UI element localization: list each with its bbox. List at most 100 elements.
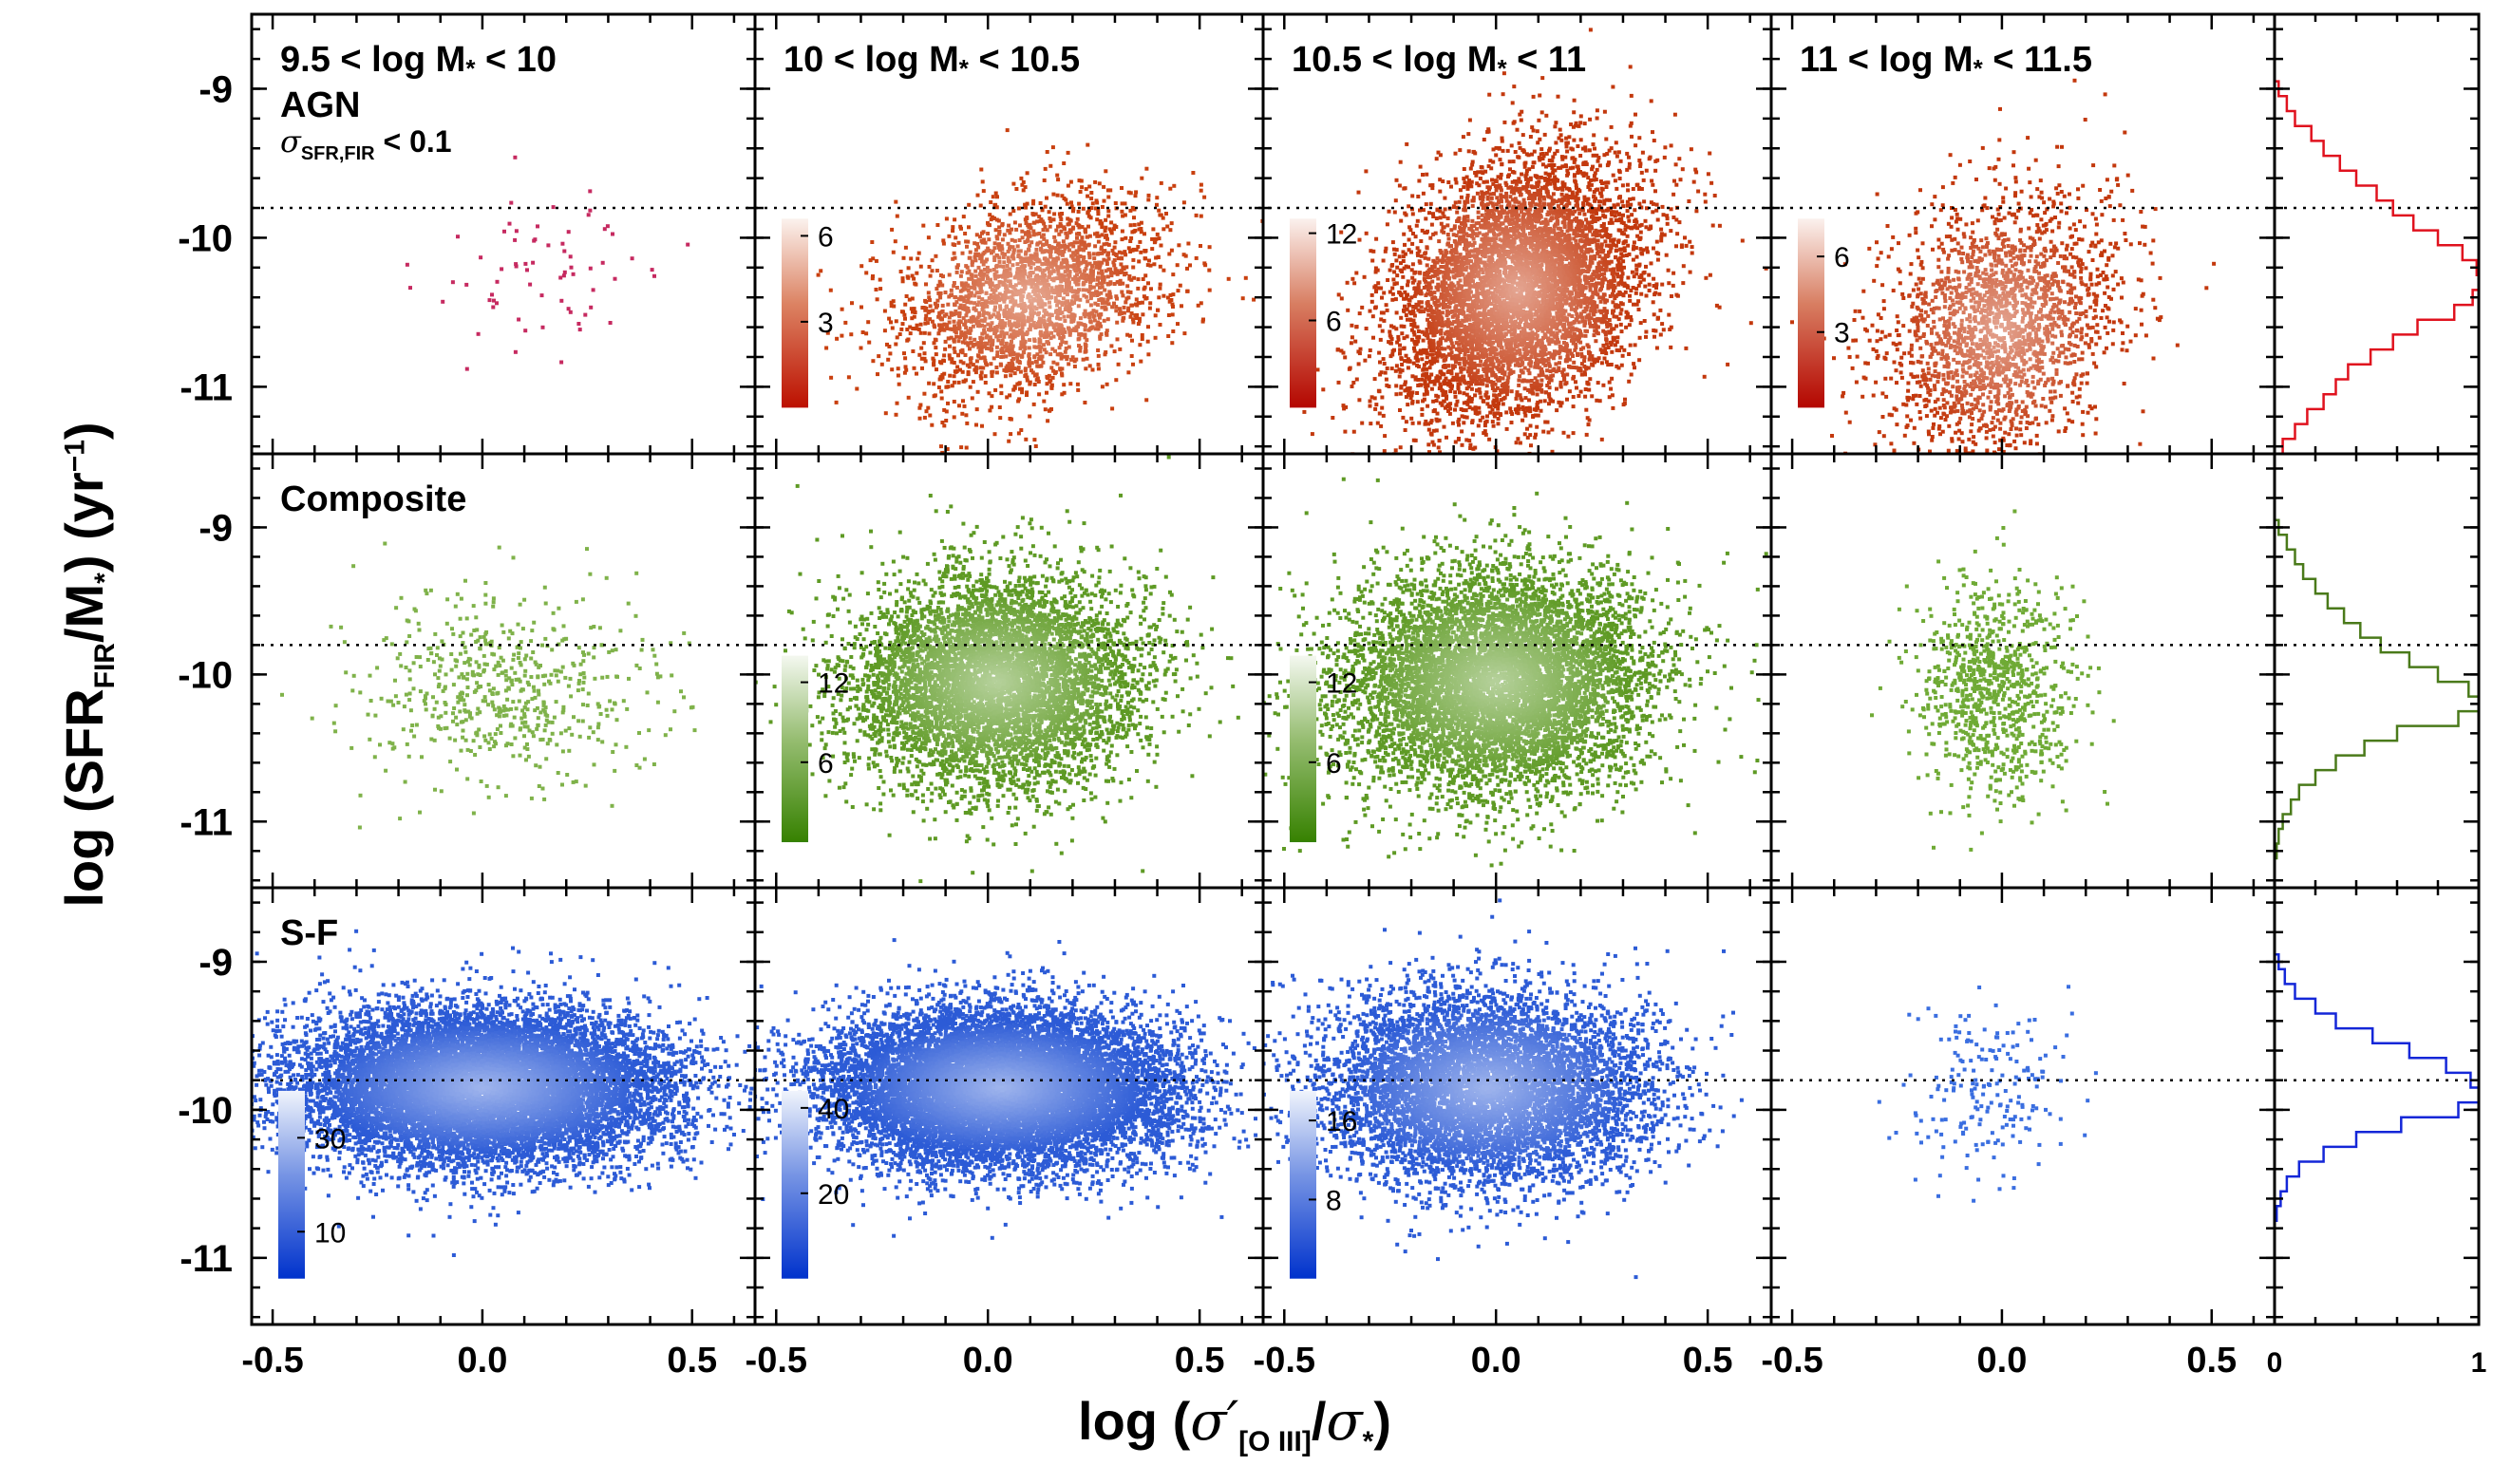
- data-point: [932, 323, 936, 328]
- data-point: [1053, 295, 1058, 300]
- data-point: [500, 267, 504, 272]
- data-point: [1035, 293, 1040, 298]
- data-point: [1533, 185, 1538, 190]
- data-point: [1494, 215, 1499, 219]
- data-point: [1097, 181, 1102, 186]
- data-point: [1028, 298, 1032, 303]
- data-point: [956, 339, 961, 344]
- data-point: [1023, 185, 1028, 190]
- data-point: [976, 252, 981, 256]
- data-point: [1008, 368, 1012, 373]
- data-point: [886, 357, 891, 362]
- data-point: [1097, 260, 1102, 265]
- data-point: [949, 288, 954, 292]
- data-point: [608, 321, 613, 325]
- data-point: [1059, 342, 1063, 347]
- data-point: [1477, 310, 1482, 315]
- data-point: [1060, 340, 1065, 345]
- data-point: [1449, 350, 1454, 355]
- data-point: [1029, 294, 1033, 299]
- data-point: [990, 404, 994, 409]
- data-point: [965, 421, 970, 425]
- data-point: [1017, 361, 1022, 365]
- data-point: [1002, 269, 1007, 273]
- data-point: [1694, 170, 1699, 175]
- data-point: [1029, 308, 1033, 312]
- data-point: [956, 240, 961, 245]
- data-point: [1013, 283, 1018, 288]
- data-point: [1539, 357, 1544, 362]
- data-point: [1143, 249, 1148, 253]
- data-point: [1118, 271, 1123, 274]
- data-point: [1605, 152, 1610, 156]
- data-point: [1093, 261, 1098, 266]
- data-point: [908, 325, 913, 329]
- data-point: [1430, 183, 1435, 187]
- data-point: [1100, 233, 1105, 237]
- data-point: [952, 346, 956, 350]
- data-point: [1043, 331, 1048, 335]
- data-point: [1543, 257, 1548, 262]
- data-point: [1508, 167, 1512, 172]
- data-point: [1049, 383, 1054, 387]
- data-point: [1374, 403, 1379, 407]
- data-point: [1055, 312, 1060, 317]
- data-point: [1420, 228, 1425, 233]
- data-point: [1181, 253, 1186, 257]
- data-point: [956, 321, 961, 326]
- data-point: [892, 304, 897, 309]
- data-point: [1093, 206, 1098, 211]
- data-point: [1112, 227, 1116, 232]
- data-point: [1478, 276, 1483, 281]
- data-point: [1410, 262, 1415, 267]
- data-point: [1397, 367, 1402, 372]
- data-point: [973, 337, 977, 342]
- data-point: [878, 287, 883, 291]
- data-point: [1100, 260, 1105, 265]
- data-point: [1202, 195, 1207, 199]
- data-point: [1336, 380, 1341, 385]
- data-point: [1005, 345, 1010, 349]
- data-point: [1144, 166, 1149, 171]
- data-point: [1602, 307, 1607, 311]
- data-point: [909, 307, 914, 311]
- data-point: [899, 327, 904, 331]
- data-point: [1097, 298, 1102, 302]
- data-point: [1516, 437, 1520, 441]
- data-point: [1045, 239, 1049, 244]
- data-point: [1499, 197, 1503, 200]
- data-point: [1012, 220, 1017, 225]
- data-point: [954, 300, 959, 305]
- data-point: [1380, 329, 1385, 333]
- data-point: [1063, 270, 1067, 274]
- data-point: [1302, 409, 1307, 414]
- data-point: [1080, 235, 1085, 240]
- data-point: [1625, 182, 1630, 187]
- data-point: [1095, 231, 1100, 235]
- data-point: [1127, 276, 1132, 281]
- data-point: [1437, 239, 1442, 244]
- data-point: [921, 306, 926, 310]
- data-point: [1064, 340, 1068, 345]
- data-point: [1000, 247, 1005, 252]
- data-point: [996, 338, 1001, 343]
- data-point: [1449, 228, 1454, 233]
- data-point: [1072, 289, 1077, 293]
- data-point: [1568, 348, 1572, 353]
- data-point: [1051, 256, 1056, 261]
- data-point: [1466, 180, 1471, 185]
- data-point: [1154, 236, 1159, 241]
- data-point: [1056, 248, 1061, 252]
- data-point: [1067, 362, 1071, 366]
- data-point: [957, 324, 961, 328]
- data-point: [1419, 291, 1424, 296]
- data-point: [1013, 288, 1018, 292]
- data-point: [1146, 197, 1151, 202]
- data-point: [1107, 227, 1112, 232]
- data-point: [1592, 133, 1596, 138]
- data-point: [1440, 320, 1445, 325]
- data-point: [1412, 271, 1417, 275]
- data-point: [1399, 261, 1403, 266]
- data-point: [1517, 177, 1521, 181]
- data-point: [1460, 429, 1464, 434]
